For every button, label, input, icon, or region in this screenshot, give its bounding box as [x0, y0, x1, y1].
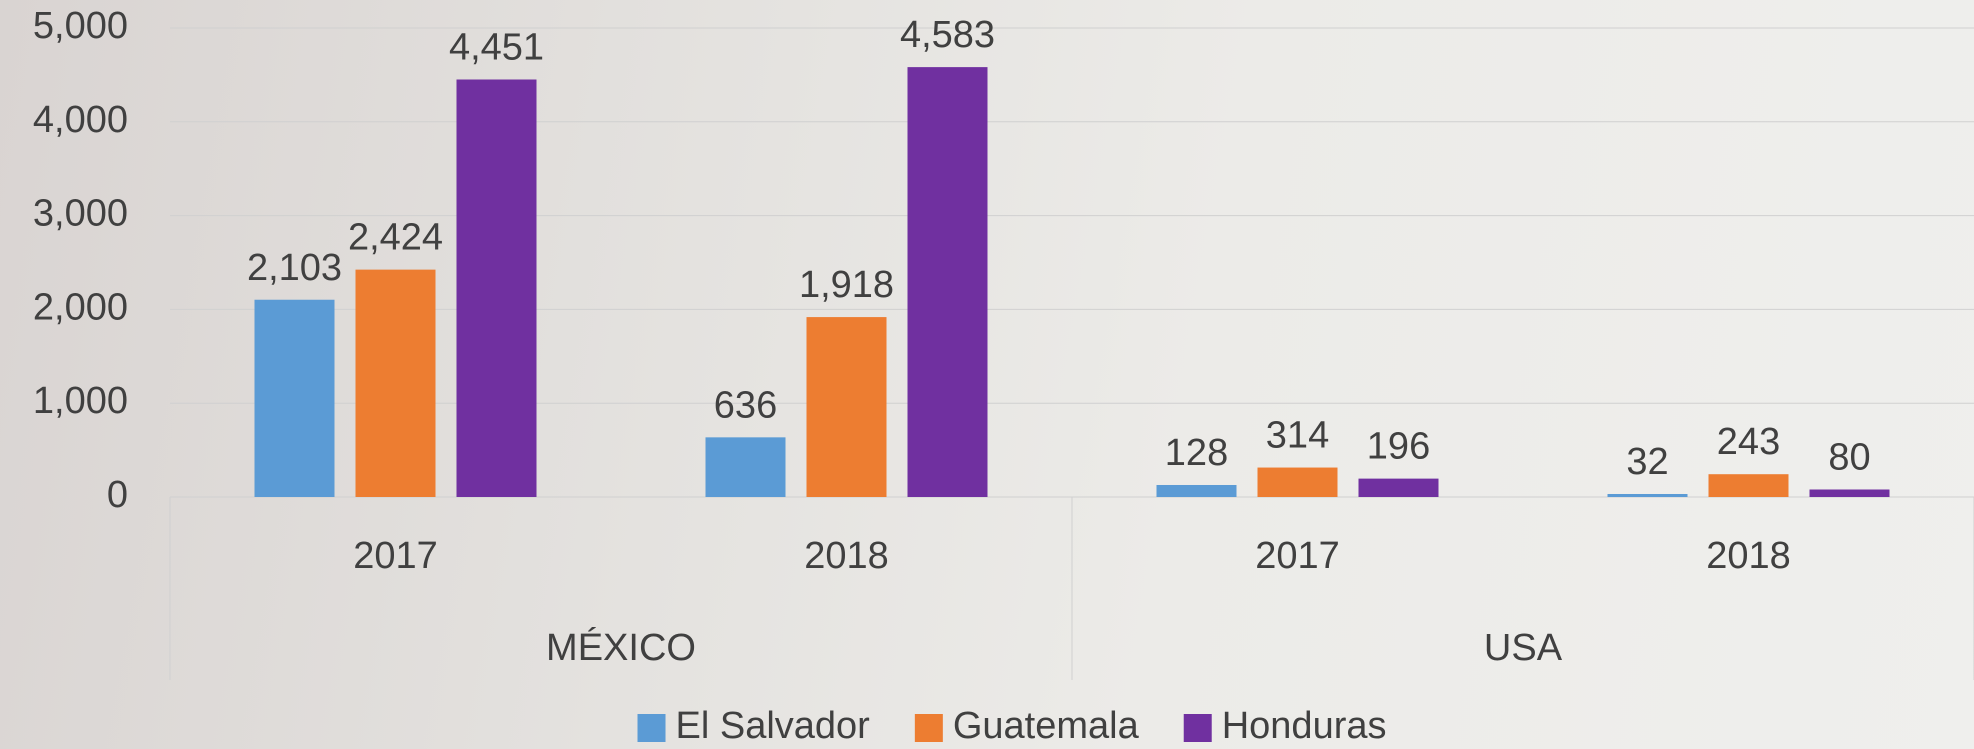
value-label: 196 — [1367, 426, 1430, 468]
bar — [255, 300, 335, 497]
y-tick-label: 4,000 — [33, 99, 128, 141]
bar — [1810, 489, 1890, 497]
x-tick-label: 2017 — [1255, 535, 1340, 577]
bar — [908, 67, 988, 497]
value-label: 243 — [1717, 421, 1780, 463]
value-label: 2,103 — [247, 247, 342, 289]
x-tick-label: 2018 — [1706, 535, 1791, 577]
y-tick-label: 0 — [107, 474, 128, 516]
legend-label: El Salvador — [676, 705, 871, 747]
bar — [457, 79, 537, 497]
value-label: 4,583 — [900, 14, 995, 56]
value-label: 636 — [714, 384, 777, 426]
bar — [1359, 479, 1439, 497]
x-tick-label: 2018 — [804, 535, 889, 577]
legend-label: Honduras — [1222, 705, 1387, 747]
y-tick-label: 1,000 — [33, 380, 128, 422]
y-tick-label: 3,000 — [33, 193, 128, 235]
x-tick-label: 2017 — [353, 535, 438, 577]
bar — [1157, 485, 1237, 497]
bar — [356, 270, 436, 497]
legend-swatch — [1184, 714, 1212, 742]
value-label: 4,451 — [449, 27, 544, 69]
group-label: MÉXICO — [546, 626, 696, 669]
bar — [1709, 474, 1789, 497]
legend-swatch — [915, 714, 943, 742]
value-label: 314 — [1266, 415, 1329, 457]
legend-swatch — [638, 714, 666, 742]
bar — [1258, 468, 1338, 497]
value-label: 128 — [1165, 432, 1228, 474]
y-tick-label: 2,000 — [33, 286, 128, 328]
chart: 0 1,000 2,000 3,000 4,000 5,000 MÉXICO 2017 2018… — [0, 0, 1974, 749]
value-label: 2,424 — [348, 217, 443, 259]
value-label: 32 — [1626, 441, 1668, 483]
legend-label: Guatemala — [953, 705, 1140, 747]
bar — [706, 437, 786, 497]
value-label: 80 — [1828, 437, 1870, 479]
bar — [1608, 494, 1688, 497]
value-label: 1,918 — [799, 264, 894, 306]
y-tick-label: 5,000 — [33, 5, 128, 47]
group-label: USA — [1484, 627, 1563, 669]
bar — [807, 317, 887, 497]
